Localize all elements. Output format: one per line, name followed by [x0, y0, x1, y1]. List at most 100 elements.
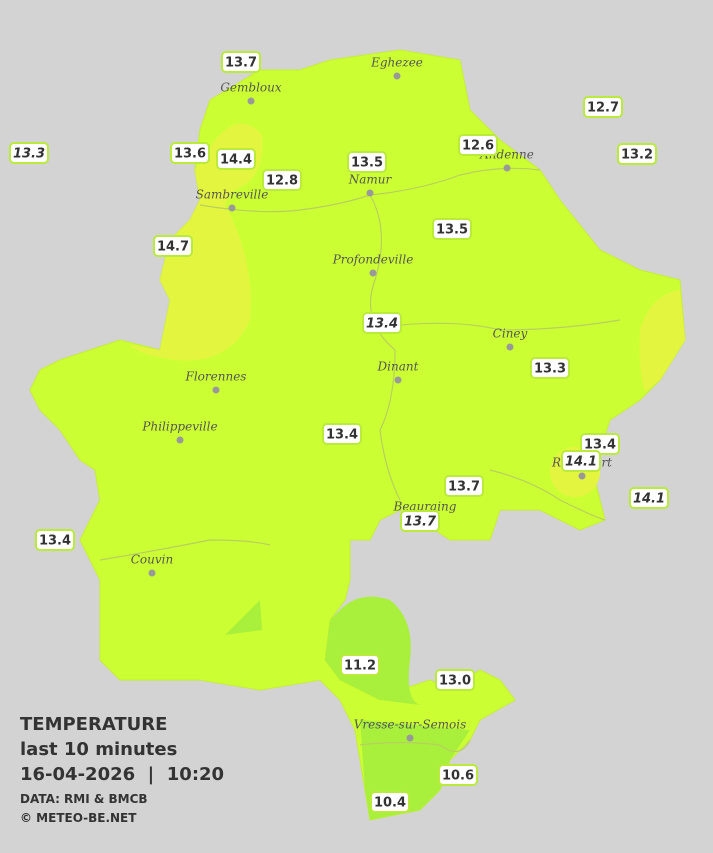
station: 12.6 [458, 134, 498, 156]
station-value: 12.6 [462, 139, 494, 154]
station: 13.2 [617, 143, 657, 165]
city-dot [366, 189, 374, 197]
station-box [340, 654, 380, 676]
station: 10.6 [438, 764, 478, 786]
station: 13.3 [9, 142, 49, 164]
city-dot [393, 72, 401, 80]
station-value: 13.4 [584, 438, 616, 453]
station-value: 13.4 [39, 534, 71, 549]
station-value: 13.7 [225, 56, 257, 71]
station-box [438, 764, 478, 786]
city-label: Sambreville [196, 188, 269, 202]
station-value: 14.1 [565, 455, 597, 470]
city-dot [247, 97, 255, 105]
station-value: 13.5 [351, 156, 383, 171]
station-box [400, 510, 440, 532]
station-box [561, 450, 601, 472]
station-value: 10.4 [374, 796, 406, 811]
city-label: Couvin [131, 553, 173, 567]
city-dot [503, 164, 511, 172]
city-dot [212, 386, 220, 394]
legend-datetime: 16-04-2026 | 10:20 [20, 764, 224, 785]
river [369, 194, 401, 501]
station-value: 13.2 [621, 148, 653, 163]
station-box [435, 669, 475, 691]
station-box [629, 487, 669, 509]
station: 12.7 [583, 96, 623, 118]
city-label: Philippeville [141, 420, 217, 434]
city-label: Dinant [377, 360, 419, 374]
station: 13.3 [530, 357, 570, 379]
city-dot [578, 472, 586, 480]
station-box [221, 51, 261, 73]
cool-zone [325, 596, 420, 705]
station-value: 13.7 [448, 480, 480, 495]
city-dot [176, 436, 184, 444]
station-box [617, 143, 657, 165]
legend-period: last 10 minutes [20, 739, 177, 760]
city-label: Profondeville [332, 253, 414, 267]
station-value: 14.4 [220, 153, 252, 168]
city-label: Namur [348, 173, 393, 187]
station: 13.6 [170, 142, 210, 164]
cool-zone [225, 600, 262, 635]
city-dot [228, 204, 236, 212]
station-box [370, 791, 410, 813]
city-label: Eghezee [370, 56, 423, 70]
city-label: Florennes [185, 370, 247, 384]
station-box [458, 134, 498, 156]
station: 10.4 [370, 791, 410, 813]
river [489, 469, 606, 521]
city-label: Ciney [493, 327, 528, 341]
station: 12.8 [262, 169, 302, 191]
city-dot [394, 376, 402, 384]
station-value: 13.7 [404, 515, 437, 530]
station-box [583, 96, 623, 118]
station-box [444, 475, 484, 497]
city-label: Gembloux [220, 81, 282, 95]
city-dot [506, 343, 514, 351]
legend-title: TEMPERATURE [20, 714, 167, 735]
station-value: 11.2 [344, 659, 376, 674]
station-value: 14.1 [633, 492, 665, 507]
warm-zone [130, 123, 263, 361]
station-value: 12.7 [587, 101, 619, 116]
station: 13.7 [400, 510, 440, 532]
station: 13.4 [322, 423, 362, 445]
station-box [262, 169, 302, 191]
river [359, 739, 471, 752]
station-box [9, 142, 49, 164]
station-box [35, 529, 75, 551]
station-box [347, 151, 387, 173]
station-box [530, 357, 570, 379]
station: 11.2 [340, 654, 380, 676]
station-box [432, 218, 472, 240]
station-value: 13.0 [439, 674, 471, 689]
city-dot [148, 569, 156, 577]
station-box [362, 312, 402, 334]
station-value: 13.4 [366, 317, 398, 332]
station-value: 13.3 [13, 147, 45, 162]
city-dot [406, 734, 414, 742]
station: 13.7 [444, 475, 484, 497]
river [99, 539, 271, 561]
legend-source: DATA: RMI & BMCB [20, 792, 148, 806]
station: 14.4 [216, 148, 256, 170]
station-value: 13.4 [326, 428, 358, 443]
station: 13.4 [580, 433, 620, 455]
river [399, 319, 621, 331]
station-value: 13.3 [534, 362, 566, 377]
station-value: 13.6 [174, 147, 206, 162]
station: 14.7 [153, 235, 193, 257]
station-value: 14.7 [157, 240, 189, 255]
station-box [216, 148, 256, 170]
station: 13.5 [347, 151, 387, 173]
station: 13.4 [35, 529, 75, 551]
station: 13.5 [432, 218, 472, 240]
station-value: 13.5 [436, 223, 468, 238]
station: 13.0 [435, 669, 475, 691]
station: 14.1 [561, 450, 601, 472]
station: 13.7 [221, 51, 261, 73]
